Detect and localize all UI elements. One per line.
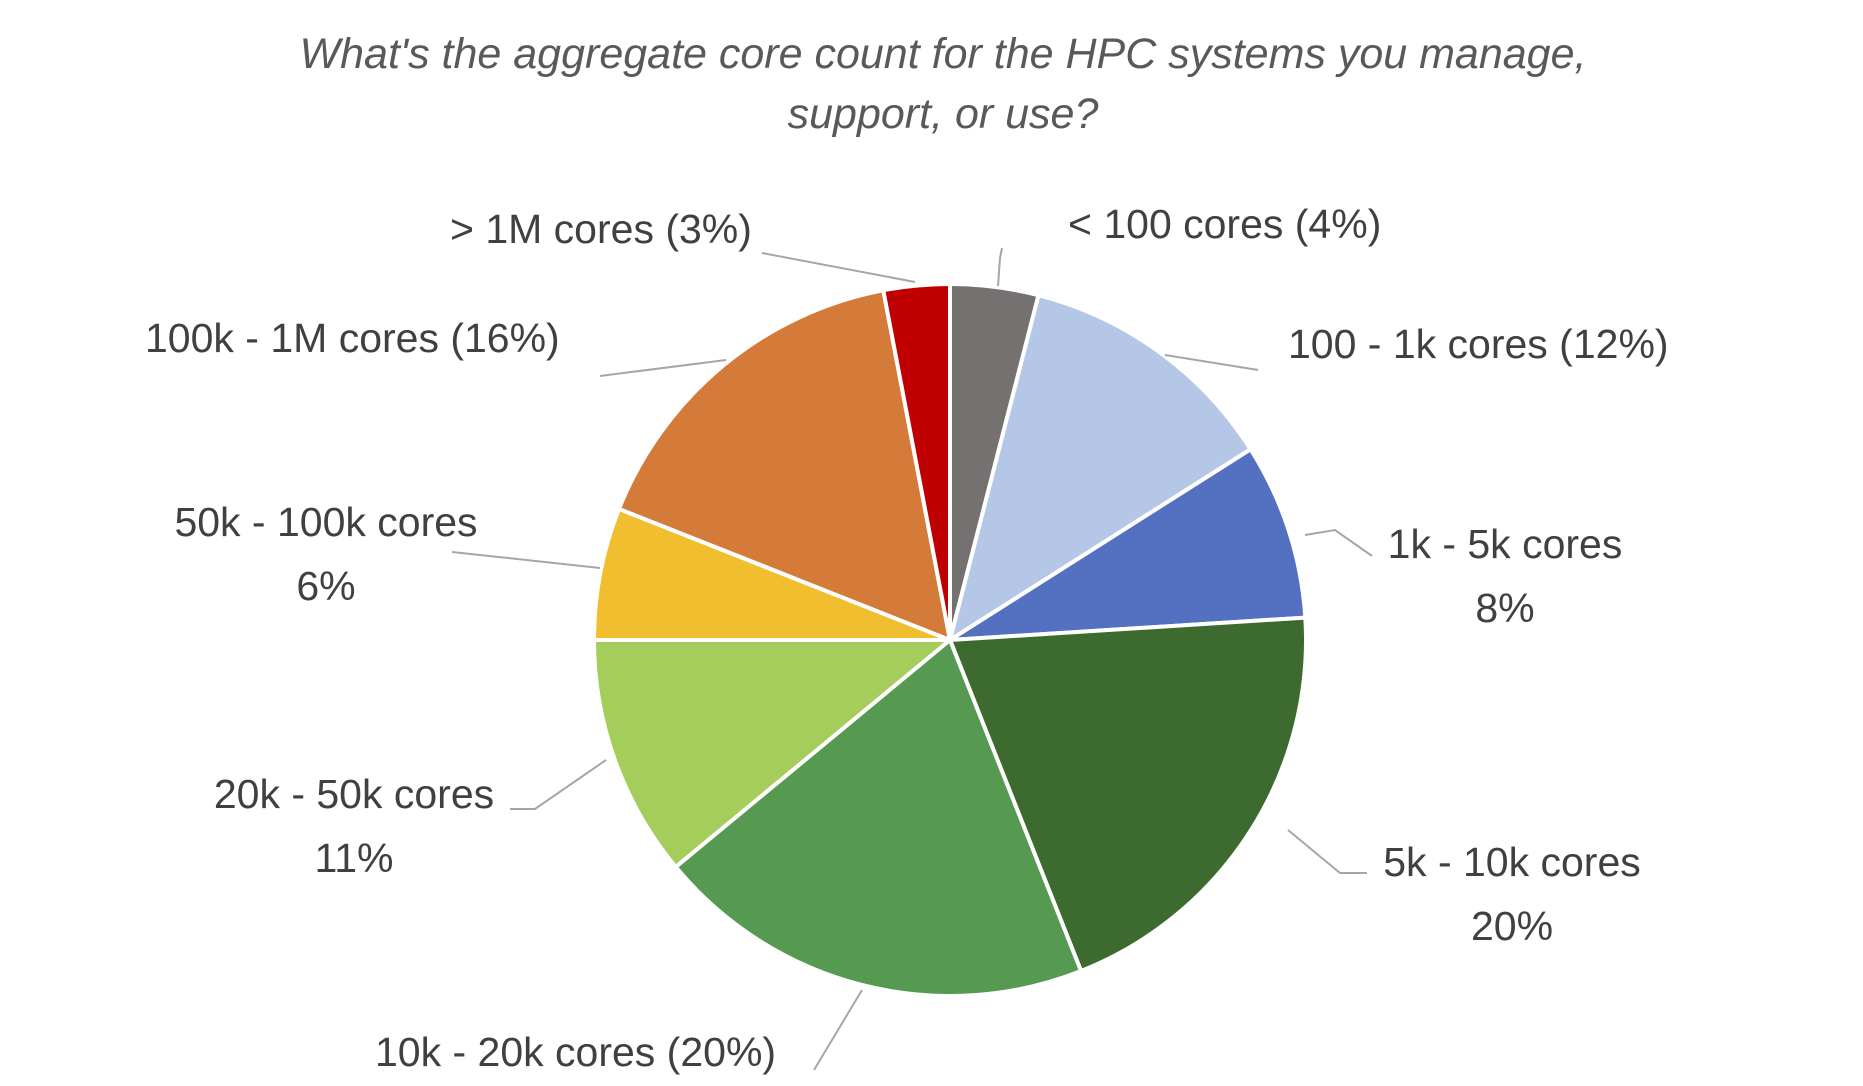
leader-line-10k-20k-cores — [813, 989, 863, 1071]
pie-slice-1m-cores — [881, 282, 952, 642]
data-label-line: 20% — [1471, 903, 1553, 949]
leader-lines — [451, 247, 1373, 1071]
pie-slice-100-1k-cores — [948, 293, 1253, 642]
data-label-100-1k-cores: 100 - 1k cores (12%) — [1288, 321, 1669, 367]
leader-line-100k-1m-cores — [599, 359, 727, 377]
data-label-line: 20k - 50k cores — [214, 771, 494, 817]
data-label-line: 1k - 5k cores — [1388, 521, 1623, 567]
pie-slice-1k-5k-cores — [948, 447, 1308, 642]
data-label-line: 11% — [314, 835, 393, 881]
data-label-10k-20k-cores: 10k - 20k cores (20%) — [375, 1029, 776, 1075]
data-label-1k-5k-cores: 1k - 5k cores 8% — [1388, 521, 1623, 631]
data-label-line: 50k - 100k cores — [174, 499, 477, 545]
chart-title-line-2: support, or use? — [788, 90, 1099, 138]
data-label-line: 100 - 1k cores (12%) — [1288, 321, 1669, 367]
data-label-line: 10k - 20k cores (20%) — [375, 1029, 776, 1075]
data-label-line: 8% — [1475, 585, 1534, 631]
data-label-1m-cores: > 1M cores (3%) — [450, 206, 752, 252]
pie-slices — [592, 282, 1308, 998]
data-label-line: < 100 cores (4%) — [1068, 201, 1381, 247]
pie-slice-50k-100k-cores — [592, 506, 952, 642]
pie-slice-5k-10k-cores — [948, 615, 1308, 973]
data-label-line: 6% — [296, 563, 355, 609]
data-labels: < 100 cores (4%) 100 - 1k cores (12%) 1k -… — [145, 201, 1669, 1075]
chart-title-line-1: What's the aggregate core count for the … — [300, 30, 1587, 78]
data-label-20k-50k-cores: 20k - 50k cores 11% — [214, 771, 494, 881]
data-label-line: 5k - 10k cores — [1383, 839, 1641, 885]
data-label-100k-1m-cores: 100k - 1M cores (16%) — [145, 315, 560, 361]
data-label-100-cores: < 100 cores (4%) — [1068, 201, 1381, 247]
leader-line-100-cores — [997, 247, 1003, 287]
leader-line-1k-5k-cores — [1304, 528, 1373, 557]
leader-line-100-1k-cores — [1164, 354, 1259, 371]
pie-slice-10k-20k-cores — [673, 638, 1084, 998]
pie-slice-20k-50k-cores — [592, 638, 952, 869]
leader-line-1m-cores — [761, 252, 916, 283]
data-label-50k-100k-cores: 50k - 100k cores 6% — [174, 499, 477, 609]
pie-slice-100k-1m-cores — [617, 288, 952, 642]
leader-line-50k-100k-cores — [451, 551, 601, 569]
leader-line-20k-50k-cores — [510, 759, 607, 810]
chart-title-group: What's the aggregate core count for the … — [300, 30, 1587, 138]
data-label-5k-10k-cores: 5k - 10k cores 20% — [1383, 839, 1641, 949]
data-label-line: 100k - 1M cores (16%) — [145, 315, 560, 361]
leader-line-5k-10k-cores — [1287, 829, 1367, 874]
data-label-line: > 1M cores (3%) — [450, 206, 752, 252]
